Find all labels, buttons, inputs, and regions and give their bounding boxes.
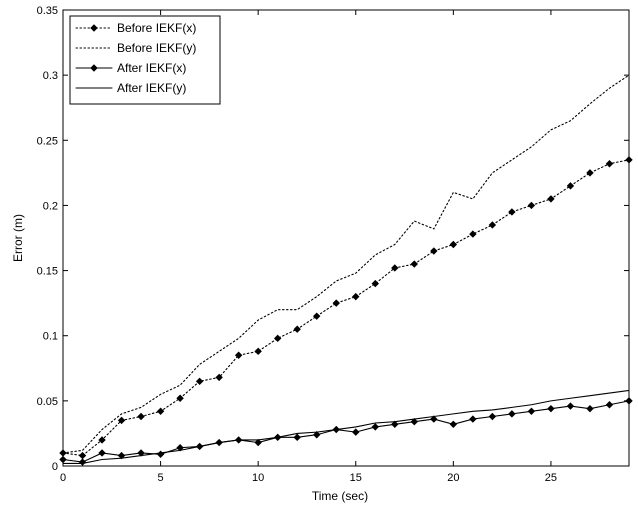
data-point-marker: [449, 420, 458, 429]
y-tick-label: 0.2: [43, 200, 58, 212]
legend-label: After IEKF(x): [117, 61, 186, 75]
data-point-marker: [508, 410, 516, 418]
data-point-marker: [313, 312, 321, 320]
data-point-marker: [59, 455, 67, 464]
data-point-marker: [586, 404, 594, 413]
series-before-iekf-y: [62, 74, 630, 454]
data-point-marker: [371, 279, 379, 288]
series-after-iekf-y: [62, 389, 630, 464]
y-tick-label: 0.05: [37, 396, 58, 408]
data-point-marker: [391, 264, 399, 272]
data-point-marker: [215, 373, 223, 382]
data-point-marker: [254, 438, 262, 447]
legend-label: Before IEKF(x): [117, 21, 196, 35]
x-axis: 0 5 10 15 20 25: [60, 10, 557, 484]
data-point-marker: [566, 402, 575, 410]
y-tick-label: 0: [52, 461, 58, 473]
data-point-marker: [156, 407, 165, 415]
x-tick-label: 15: [350, 472, 362, 484]
data-point-marker: [234, 351, 243, 359]
data-point-marker: [566, 182, 575, 190]
data-point-marker: [293, 433, 301, 442]
x-tick-label: 20: [447, 472, 459, 484]
data-point-marker: [352, 428, 360, 436]
x-tick-label: 5: [158, 472, 164, 484]
data-point-marker: [410, 417, 419, 426]
data-point-marker: [488, 412, 497, 421]
data-point-marker: [371, 423, 379, 431]
data-point-marker: [527, 407, 536, 415]
y-axis-label: Error (m): [11, 214, 25, 262]
x-tick-label: 10: [252, 472, 264, 484]
y-tick-label: 0.35: [37, 5, 58, 17]
series-before-iekf-x: [59, 156, 633, 460]
x-tick-label: 25: [545, 472, 557, 484]
data-point-marker: [527, 201, 536, 210]
legend: Before IEKF(x) Before IEKF(y) After IEKF(x…: [69, 15, 221, 105]
data-point-marker: [98, 436, 106, 444]
data-point-marker: [254, 347, 262, 356]
data-point-marker: [605, 160, 614, 168]
data-point-marker: [313, 431, 321, 439]
data-point-marker: [332, 299, 340, 307]
data-point-marker: [90, 64, 98, 72]
data-point-marker: [625, 397, 633, 405]
data-point-marker: [293, 325, 301, 333]
data-point-marker: [430, 247, 438, 255]
data-point-marker: [195, 377, 204, 386]
data-point-marker: [469, 230, 477, 238]
data-point-marker: [273, 334, 282, 343]
series-layer: [59, 74, 633, 466]
data-point-marker: [90, 24, 98, 32]
data-point-marker: [547, 404, 555, 413]
data-point-marker: [176, 394, 184, 402]
x-axis-label: Time (sec): [312, 489, 368, 503]
data-point-marker: [488, 221, 497, 229]
legend-label: After IEKF(y): [117, 81, 186, 95]
series-line: [62, 389, 630, 464]
data-point-marker: [508, 208, 516, 216]
data-point-marker: [117, 416, 126, 425]
data-point-marker: [410, 260, 419, 268]
data-point-marker: [352, 292, 360, 301]
y-tick-label: 0.1: [43, 331, 58, 343]
data-point-marker: [98, 449, 106, 457]
series-line: [62, 159, 630, 457]
x-tick-label: 0: [60, 472, 66, 484]
data-point-marker: [449, 240, 458, 249]
y-tick-label: 0.15: [37, 266, 58, 278]
data-point-marker: [430, 415, 438, 423]
data-point-marker: [625, 156, 633, 164]
series-line: [62, 74, 630, 454]
data-point-marker: [137, 412, 145, 421]
y-tick-label: 0.3: [43, 70, 58, 82]
y-axis: 0 0.05 0.1 0.15 0.2 0.25 0.3 0.35: [37, 5, 629, 473]
data-point-marker: [547, 195, 555, 203]
data-point-marker: [469, 415, 477, 423]
data-point-marker: [391, 420, 399, 429]
data-point-marker: [605, 401, 614, 409]
y-tick-label: 0.25: [37, 135, 58, 147]
data-point-marker: [586, 169, 594, 177]
legend-label: Before IEKF(y): [117, 41, 196, 55]
